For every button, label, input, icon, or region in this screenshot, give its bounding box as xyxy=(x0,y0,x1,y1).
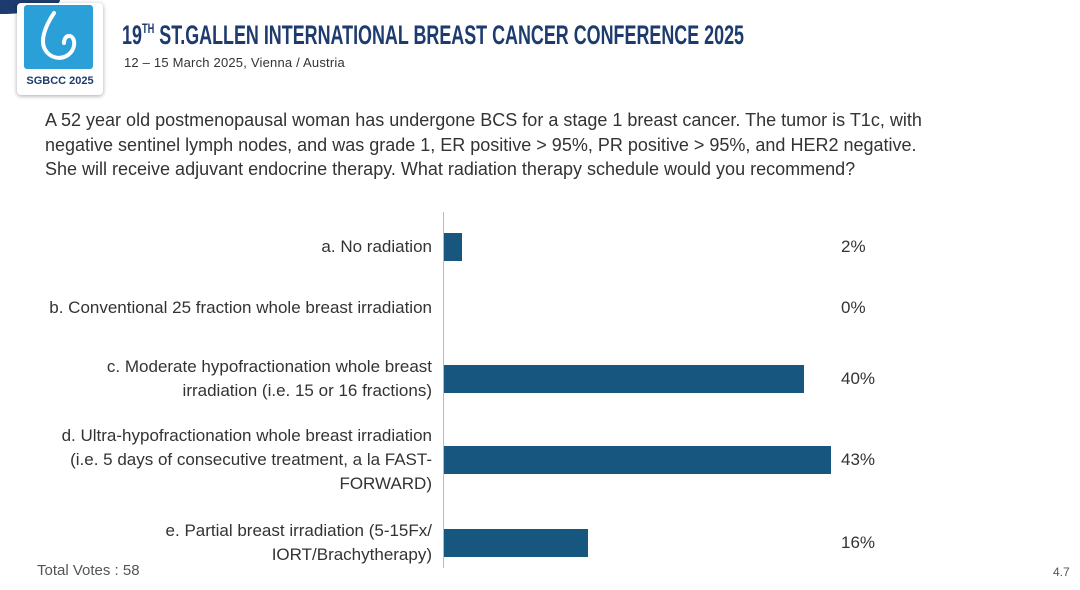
category-label: a. No radiation xyxy=(321,237,432,256)
title: 19TH ST.GALLEN INTERNATIONAL BREAST CANC… xyxy=(122,20,744,50)
bar xyxy=(444,365,804,393)
question: A 52 year old postmenopausal woman has u… xyxy=(45,110,922,179)
category-label: b. Conventional 25 fraction whole breast… xyxy=(49,298,432,317)
value-label: 43% xyxy=(841,450,876,469)
value-label: 2% xyxy=(841,237,866,256)
value-label: 40% xyxy=(841,369,876,388)
axis-line xyxy=(443,212,444,568)
category-label: d. Ultra-hypofractionation whole breast … xyxy=(61,426,432,493)
logo-text: SGBCC 2025 xyxy=(26,75,94,87)
category-label: c. Moderate hypofractionation whole brea… xyxy=(106,357,432,400)
title-suffix: TH xyxy=(142,20,154,36)
subtitle: 12 – 15 March 2025, Vienna / Austria xyxy=(124,55,345,70)
logo-mark xyxy=(24,5,93,69)
page-number: 4.7 xyxy=(1053,565,1070,579)
logo-icon xyxy=(41,11,77,60)
title-number: 19 xyxy=(122,20,142,50)
value-label: 16% xyxy=(841,533,876,552)
logo: SGBCC 2025 xyxy=(17,3,103,95)
category-label: e. Partial breast irradiation (5-15Fx/ I… xyxy=(165,521,432,564)
bar xyxy=(444,529,588,557)
bar xyxy=(444,446,831,474)
bar xyxy=(444,233,462,261)
value-label: 0% xyxy=(841,298,866,317)
title-rest: ST.GALLEN INTERNATIONAL BREAST CANCER CO… xyxy=(154,20,744,50)
total-votes: Total Votes : 58 xyxy=(37,562,140,579)
title-box: 19TH ST.GALLEN INTERNATIONAL BREAST CANC… xyxy=(122,20,744,50)
